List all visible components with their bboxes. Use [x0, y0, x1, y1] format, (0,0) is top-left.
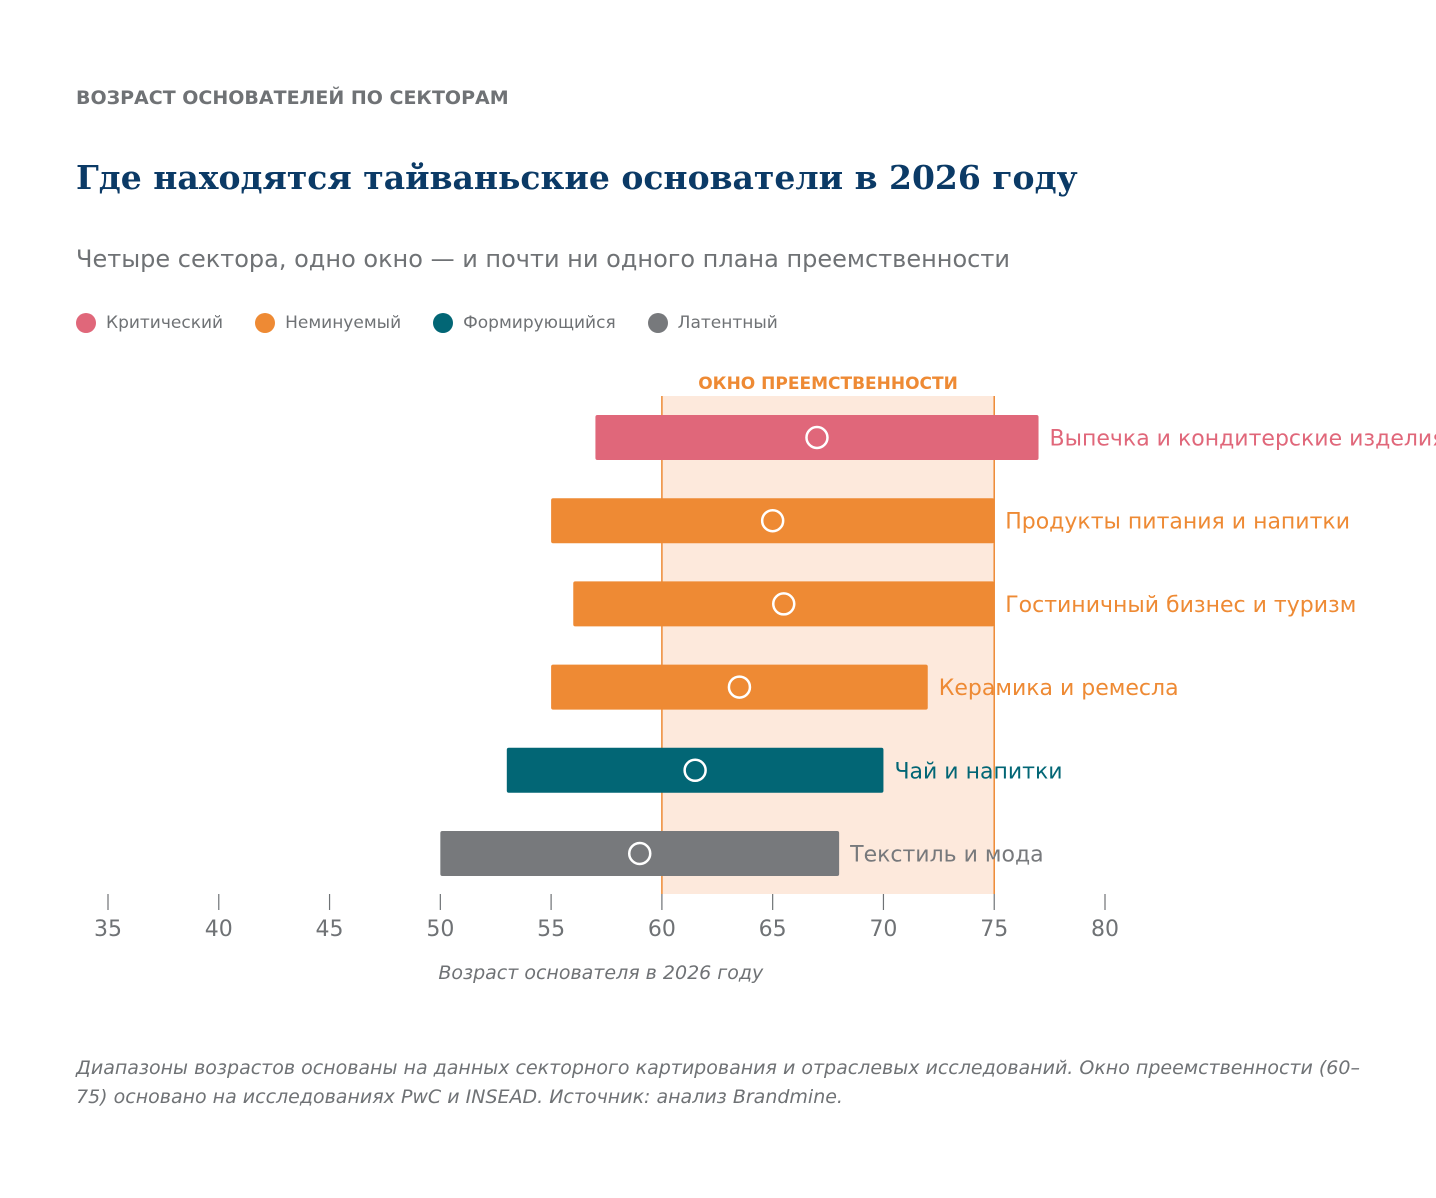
- range-bar: [506, 747, 884, 793]
- succession-window: [661, 396, 995, 894]
- chart-title: Где находятся тайваньские основатели в 2…: [76, 158, 1078, 197]
- legend-dot-emerging: [433, 313, 454, 333]
- legend-item-latent: Латентный: [647, 313, 778, 333]
- range-bar: [595, 415, 1039, 460]
- sector-label: Гостиничный бизнес и туризм: [1005, 593, 1356, 618]
- median-marker: [727, 675, 752, 699]
- x-tick-label: 65: [759, 917, 787, 942]
- footnote: Диапазоны возрастов основаны на данных с…: [76, 1057, 1360, 1108]
- legend-label: Латентный: [677, 313, 778, 333]
- range-bar: [440, 831, 840, 876]
- sector-label: Чай и напитки: [894, 759, 1062, 784]
- x-tick-label: 75: [980, 917, 1008, 942]
- x-tick-label: 80: [1091, 917, 1119, 942]
- sector-label: Текстиль и мода: [849, 843, 1044, 868]
- x-tick-label: 45: [316, 917, 344, 942]
- x-axis-label: Возраст основателя в 2026 году: [438, 962, 764, 984]
- x-tick-label: 40: [205, 917, 233, 942]
- x-tick-label: 55: [537, 917, 565, 942]
- x-tick-label: 50: [426, 917, 454, 942]
- legend-item-critical: Критический: [76, 313, 223, 333]
- median-marker: [627, 841, 652, 866]
- legend-dot-critical: [76, 313, 96, 333]
- range-bar: [551, 664, 928, 710]
- x-tick-label: 35: [94, 917, 122, 942]
- x-tick-label: 70: [869, 917, 897, 942]
- sector-label: Керамика и ремесла: [939, 676, 1179, 701]
- legend-item-emerging: Формирующийся: [433, 313, 616, 333]
- chart-subtitle: Четыре сектора, одно окно — и почти ни о…: [76, 245, 1010, 273]
- median-marker: [760, 508, 785, 533]
- median-marker: [683, 758, 707, 783]
- legend: Критический Неминуемый Формирующийся Лат…: [76, 313, 810, 333]
- sector-label: Продукты питания и напитки: [1005, 510, 1350, 535]
- chart-eyebrow: ВОЗРАСТ ОСНОВАТЕЛЕЙ ПО СЕКТОРАМ: [76, 87, 509, 109]
- legend-dot-imminent: [255, 313, 276, 333]
- legend-label: Формирующийся: [463, 313, 616, 333]
- range-bar-chart: ОКНО ПРЕЕМСТВЕННОСТИ Выпечка и кондитерск…: [94, 374, 1436, 984]
- legend-dot-latent: [647, 313, 668, 333]
- legend-item-imminent: Неминуемый: [255, 313, 401, 333]
- legend-label: Неминуемый: [285, 313, 402, 333]
- window-label: ОКНО ПРЕЕМСТВЕННОСТИ: [698, 374, 958, 394]
- median-marker: [771, 592, 796, 616]
- range-bar: [551, 498, 995, 544]
- range-bar: [573, 581, 995, 627]
- x-tick-label: 60: [648, 917, 676, 942]
- median-marker: [805, 425, 829, 450]
- sector-label: Выпечка и кондитерские изделия: [1050, 427, 1436, 452]
- legend-label: Критический: [106, 313, 224, 333]
